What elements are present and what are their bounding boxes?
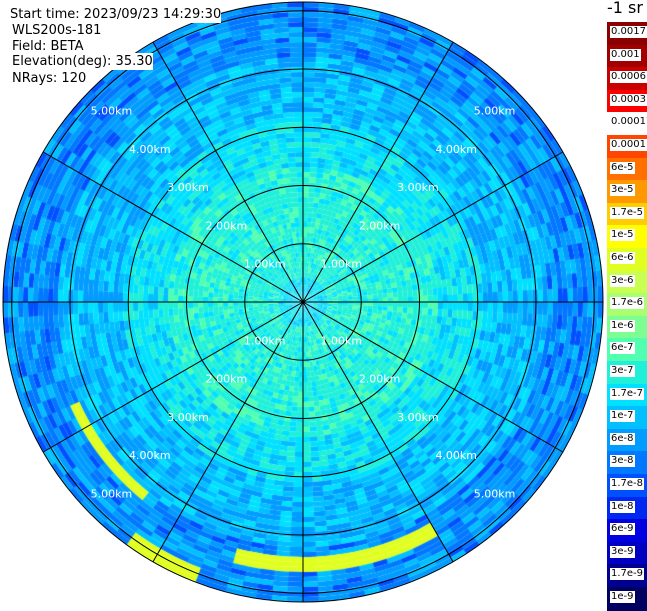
colorbar-tick-label: 6e-5 (610, 161, 635, 174)
range-ring-label: 2.00km (206, 373, 248, 386)
colorbar-tick-label: 1.7e-6 (610, 297, 645, 310)
colorbar-tick-label: 1e-7 (610, 410, 635, 423)
colorbar-tick-label: 3e-6 (610, 274, 635, 287)
field-label: Field: BETA (12, 38, 84, 55)
colorbar-cell: 1.7e-6 (607, 293, 647, 317)
azimuth-line (152, 301, 304, 563)
colorbar-tick-label: 3e-7 (610, 365, 635, 377)
range-ring-label: 5.00km (91, 104, 133, 117)
colorbar-tick-label: 0.001 (610, 48, 641, 61)
azimuth-line (152, 41, 304, 303)
colorbar-cell: 3e-6 (607, 270, 647, 295)
colorbar-tick-label: 6e-6 (610, 252, 635, 264)
colorbar-cell: 6e-9 (607, 519, 647, 543)
colorbar-tick-label: 3e-9 (610, 545, 635, 558)
colorbar-tick-label: 0.0006 (610, 71, 647, 84)
range-ring-label: 3.00km (167, 181, 209, 194)
colorbar-cell: 1e-7 (607, 406, 647, 430)
azimuth-line (302, 151, 564, 303)
colorbar-cell: 0.0017 (607, 22, 647, 46)
range-ring-label: 5.00km (474, 488, 516, 501)
colorbar-cell: 3e-7 (607, 361, 647, 385)
colorbar-tick-label: 0.0001 (610, 139, 647, 151)
colorbar-cell: 1e-9 (607, 587, 647, 611)
range-ring-label: 3.00km (397, 411, 439, 424)
range-ring-label: 4.00km (129, 143, 171, 156)
colorbar-cell: 1.7e-7 (607, 383, 647, 408)
range-ring-label: 5.00km (474, 104, 516, 117)
elevation-label: Elevation(deg): 35.30 (12, 53, 153, 70)
colorbar-tick-label: 1e-9 (610, 591, 635, 603)
colorbar-cell: 0.0006 (607, 67, 647, 91)
colorbar-cell: 0.0003 (607, 89, 647, 114)
start-time-label: Start time: 2023/09/23 14:29:30 (10, 6, 222, 23)
colorbar-cell: 3e-5 (607, 180, 647, 204)
range-ring-label: 2.00km (206, 219, 248, 232)
colorbar-tick-label: 3e-8 (610, 455, 635, 468)
colorbar-cell: 0.001 (607, 44, 647, 69)
colorbar-tick-label: 1e-8 (610, 500, 635, 513)
range-ring-label: 2.00km (359, 219, 401, 232)
range-ring-label: 4.00km (435, 449, 477, 462)
azimuth-line (302, 301, 454, 563)
colorbar-cell: 3e-9 (607, 541, 647, 566)
range-ring-label: 2.00km (359, 373, 401, 386)
nrays-label: NRays: 120 (12, 70, 87, 87)
colorbar-cell: 1.7e-5 (607, 202, 647, 227)
colorbar-cell: 6e-8 (607, 428, 647, 453)
range-ring-label: 3.00km (397, 181, 439, 194)
colorbar-tick-label: 6e-8 (610, 432, 635, 445)
range-ring-label: 4.00km (129, 449, 171, 462)
colorbar-tick-label: 1.7e-7 (610, 387, 645, 400)
colorbar-tick-label: 0.0003 (610, 93, 647, 106)
colorbar-title: -1 sr (607, 0, 643, 17)
range-ring-label: 4.00km (435, 143, 477, 156)
colorbar-cell: 1e-5 (607, 225, 647, 249)
colorbar-cell: 0.00017 (607, 112, 647, 136)
colorbar-tick-label: 0.0017 (610, 26, 647, 38)
azimuth-line (302, 301, 564, 453)
azimuth-line (42, 151, 304, 303)
azimuth-line (42, 301, 304, 453)
colorbar-tick-label: 1e-6 (610, 319, 635, 332)
range-ring-label: 3.00km (167, 411, 209, 424)
colorbar-cell: 6e-5 (607, 157, 647, 182)
colorbar-cell: 0.0001 (607, 135, 647, 159)
colorbar-tick-label: 1.7e-8 (610, 478, 645, 490)
colorbar-cell: 6e-7 (607, 338, 647, 362)
colorbar-cell: 1e-6 (607, 315, 647, 340)
colorbar-cell: 3e-8 (607, 451, 647, 475)
device-label: WLS200s-181 (12, 22, 102, 39)
range-ring-label: 1.00km (321, 334, 363, 347)
range-ring-label: 1.00km (244, 334, 286, 347)
colorbar-tick-label: 1.7e-9 (610, 568, 645, 581)
colorbar-tick-label: 6e-9 (610, 523, 635, 536)
colorbar-tick-label: 0.00017 (610, 116, 647, 129)
colorbar-tick-label: 3e-5 (610, 184, 635, 197)
range-ring-label: 1.00km (321, 258, 363, 271)
colorbar-cell: 6e-6 (607, 248, 647, 272)
range-ring-label: 5.00km (91, 488, 133, 501)
colorbar-tick-label: 1.7e-5 (610, 206, 645, 219)
azimuth-line (302, 41, 454, 303)
range-ring-label: 1.00km (244, 258, 286, 271)
colorbar-cell: 1.7e-8 (607, 474, 647, 498)
colorbar-cell: 1.7e-9 (607, 564, 647, 588)
colorbar-tick-label: 6e-7 (610, 342, 635, 355)
colorbar-cell: 1e-8 (607, 496, 647, 521)
colorbar-tick-label: 1e-5 (610, 229, 635, 242)
